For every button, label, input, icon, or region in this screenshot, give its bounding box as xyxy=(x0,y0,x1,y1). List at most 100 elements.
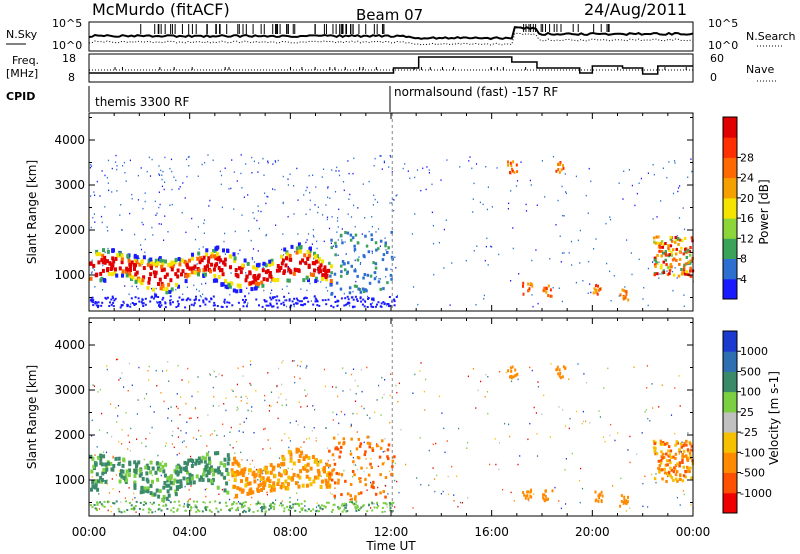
near-range-echo xyxy=(263,505,266,508)
near-range-echo xyxy=(187,506,190,508)
near-range-echo xyxy=(159,301,162,304)
echo-speck xyxy=(318,272,320,275)
echo-cell xyxy=(683,237,687,240)
echo-speck xyxy=(281,404,283,407)
echo-cell xyxy=(276,278,280,282)
echo-cell xyxy=(371,449,375,452)
echo-speck xyxy=(643,287,645,289)
echo-cell xyxy=(681,458,684,462)
echo-cell xyxy=(530,495,533,499)
echo-cell xyxy=(686,459,690,462)
echo-cell xyxy=(307,265,311,269)
near-range-echo xyxy=(110,298,113,301)
near-range-echo xyxy=(320,504,323,507)
echo-speck xyxy=(221,374,223,377)
echo-speck xyxy=(176,454,178,456)
echo-speck xyxy=(529,366,531,369)
echo-cell xyxy=(185,263,189,268)
echo-speck xyxy=(579,479,581,482)
echo-speck xyxy=(331,216,333,218)
near-range-echo xyxy=(110,303,113,306)
echo-speck xyxy=(141,221,143,224)
echo-speck xyxy=(270,391,273,393)
near-range-echo xyxy=(216,305,219,307)
echo-cell xyxy=(379,239,383,243)
station-title: McMurdo (fitACF) xyxy=(92,0,230,19)
echo-speck xyxy=(164,181,166,183)
echo-cell xyxy=(128,262,132,267)
near-range-echo xyxy=(201,510,204,513)
near-range-echo xyxy=(261,508,263,511)
echo-speck xyxy=(108,189,110,192)
echo-speck xyxy=(486,208,488,211)
echo-cell xyxy=(689,253,692,257)
echo-speck xyxy=(92,267,94,270)
echo-speck xyxy=(116,421,118,423)
echo-cell xyxy=(94,479,98,484)
near-range-echo xyxy=(289,501,292,504)
echo-speck xyxy=(115,154,117,157)
echo-cell xyxy=(367,473,371,477)
echo-cell xyxy=(213,273,217,278)
echo-speck xyxy=(674,160,676,162)
echo-speck xyxy=(204,502,206,504)
echo-speck xyxy=(245,163,247,165)
echo-cell xyxy=(99,457,103,461)
echo-speck xyxy=(125,411,127,414)
near-range-echo xyxy=(338,507,340,510)
echo-speck xyxy=(395,267,397,269)
echo-cell xyxy=(680,445,684,449)
echo-speck xyxy=(381,396,383,399)
echo-cell xyxy=(381,439,384,443)
echo-speck xyxy=(268,410,270,412)
echo-cell xyxy=(180,272,183,277)
echo-speck xyxy=(679,405,681,407)
echo-speck xyxy=(183,503,185,505)
echo-cell xyxy=(664,463,668,467)
near-range-echo xyxy=(389,507,392,510)
near-range-echo xyxy=(217,510,220,513)
near-range-echo xyxy=(208,501,211,504)
echo-speck xyxy=(350,425,352,428)
near-range-echo xyxy=(143,501,146,503)
echo-cell xyxy=(674,452,678,456)
echo-cell xyxy=(393,455,396,459)
echo-cell xyxy=(197,456,201,461)
near-range-echo xyxy=(186,503,189,506)
echo-speck xyxy=(189,498,191,500)
echo-speck xyxy=(518,273,520,275)
echo-speck xyxy=(252,212,254,214)
echo-speck xyxy=(393,209,395,212)
echo-cell xyxy=(104,462,108,467)
echo-speck xyxy=(313,236,315,238)
near-range-echo xyxy=(169,501,172,504)
echo-speck xyxy=(161,460,164,463)
echo-cell xyxy=(597,494,600,498)
echo-cell xyxy=(593,287,596,291)
echo-cell xyxy=(549,294,552,298)
echo-cell xyxy=(264,263,268,268)
echo-cell xyxy=(289,257,293,262)
echo-speck xyxy=(94,454,96,456)
echo-cell xyxy=(176,479,180,484)
echo-cell xyxy=(206,264,210,269)
echo-speck xyxy=(263,174,265,176)
echo-speck xyxy=(169,204,171,206)
echo-speck xyxy=(313,427,315,429)
echo-cell xyxy=(530,488,533,492)
echo-cell xyxy=(234,459,238,464)
echo-cell xyxy=(353,473,356,477)
echo-speck xyxy=(255,390,257,392)
echo-cell xyxy=(100,462,104,467)
echo-cell xyxy=(673,466,676,470)
echo-speck xyxy=(270,281,272,283)
near-range-echo xyxy=(237,506,239,509)
echo-cell xyxy=(378,455,382,459)
near-range-echo xyxy=(344,297,347,300)
echo-cell xyxy=(221,282,225,287)
echo-cell xyxy=(659,461,663,465)
echo-speck xyxy=(589,283,591,285)
echo-speck xyxy=(232,447,234,449)
echo-cell xyxy=(334,244,338,248)
